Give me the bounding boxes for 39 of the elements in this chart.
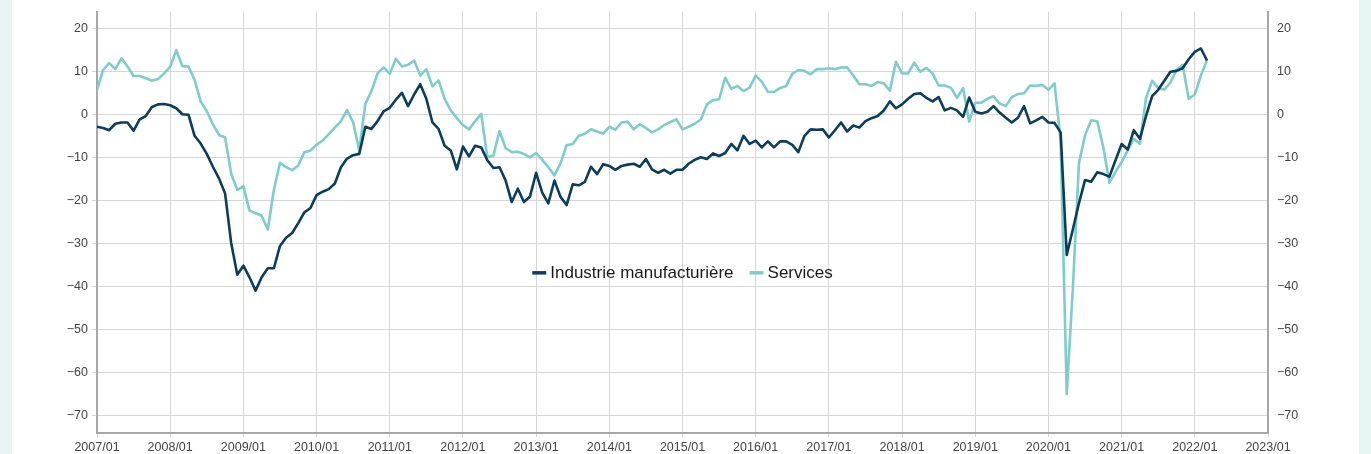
x-tick-label: 2009/01 <box>220 439 267 454</box>
y-tick-label: 10 <box>74 64 89 79</box>
x-tick-label: 2016/01 <box>733 439 779 454</box>
y2-tick-label: −30 <box>1277 236 1299 251</box>
y-tick-label: −20 <box>66 193 89 208</box>
y2-tick-label: −60 <box>1277 365 1299 380</box>
y-tick-label: 20 <box>74 21 89 36</box>
x-tick-label: 2014/01 <box>586 439 632 454</box>
x-tick-label: 2023/01 <box>1245 439 1291 454</box>
x-tick-label: 2012/01 <box>440 439 486 454</box>
legend-label: Services <box>767 262 833 282</box>
y-tick-label: 0 <box>81 107 89 122</box>
x-tick-label: 2008/01 <box>147 439 193 454</box>
x-tick-label: 2010/01 <box>293 439 340 454</box>
y2-tick-label: 10 <box>1277 64 1291 79</box>
y2-tick-label: 20 <box>1277 21 1291 36</box>
x-tick-label: 2022/01 <box>1172 439 1218 454</box>
y-tick-label: −10 <box>66 150 89 165</box>
x-tick-label: 2015/01 <box>659 439 706 454</box>
y-tick-label: −70 <box>66 408 89 423</box>
x-tick-label: 2021/01 <box>1099 439 1145 454</box>
y2-tick-label: −10 <box>1277 150 1299 165</box>
y2-tick-label: −40 <box>1277 279 1299 294</box>
y-tick-label: −50 <box>66 322 89 337</box>
x-tick-label: 2007/01 <box>74 439 120 454</box>
y2-tick-label: −70 <box>1277 408 1299 423</box>
y2-tick-label: −20 <box>1277 193 1299 208</box>
y-tick-label: −30 <box>66 236 89 251</box>
x-tick-label: 2018/01 <box>879 439 925 454</box>
y-tick-label: −40 <box>66 279 89 294</box>
y2-tick-label: 0 <box>1277 107 1284 122</box>
x-tick-label: 2019/01 <box>952 439 998 454</box>
x-tick-label: 2011/01 <box>367 439 412 454</box>
x-tick-label: 2013/01 <box>513 439 559 454</box>
x-tick-label: 2020/01 <box>1025 439 1072 454</box>
x-tick-label: 2017/01 <box>806 439 852 454</box>
y-tick-label: −60 <box>66 365 89 380</box>
legend-label: Industrie manufacturière <box>550 262 734 282</box>
y2-tick-label: −50 <box>1277 322 1299 337</box>
